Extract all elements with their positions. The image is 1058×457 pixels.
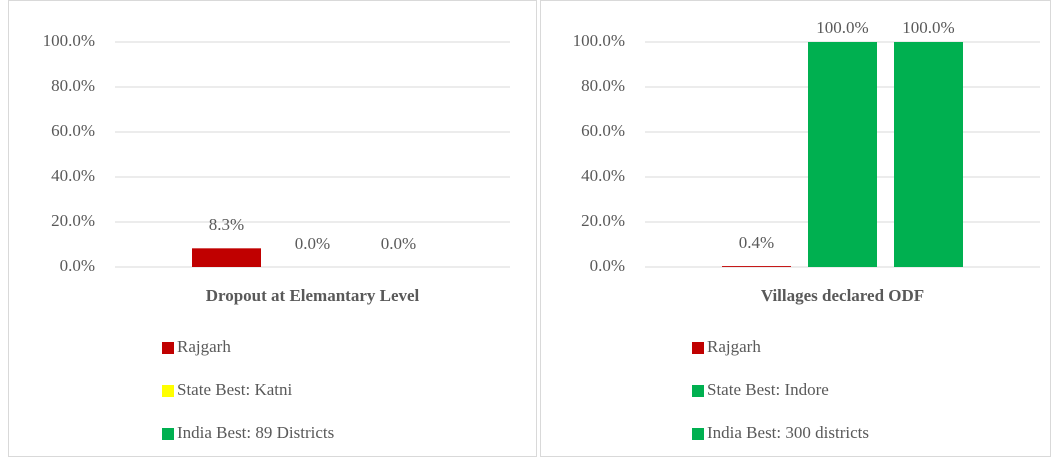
data-label: 8.3% <box>209 215 244 234</box>
bar <box>192 248 261 267</box>
legend-label: State Best: Indore <box>707 380 829 399</box>
bar <box>808 42 877 267</box>
y-tick-label: 0.0% <box>60 256 95 275</box>
y-tick-label: 40.0% <box>581 166 625 185</box>
legend-swatch <box>692 385 704 397</box>
legend-swatch <box>162 385 174 397</box>
y-tick-label: 100.0% <box>573 31 625 50</box>
legend-label: Rajgarh <box>177 337 231 356</box>
legend-swatch <box>692 342 704 354</box>
bar <box>894 42 963 267</box>
y-tick-label: 40.0% <box>51 166 95 185</box>
y-tick-label: 80.0% <box>51 76 95 95</box>
y-tick-label: 60.0% <box>581 121 625 140</box>
legend-swatch <box>162 342 174 354</box>
bar <box>722 266 791 267</box>
data-label: 0.0% <box>295 234 330 253</box>
legend-label: State Best: Katni <box>177 380 292 399</box>
legend-swatch <box>162 428 174 440</box>
legend-label: India Best: 300 districts <box>707 423 869 442</box>
data-label: 100.0% <box>902 18 954 37</box>
y-tick-label: 80.0% <box>581 76 625 95</box>
y-tick-label: 100.0% <box>43 31 95 50</box>
y-tick-label: 60.0% <box>51 121 95 140</box>
chart-title: Dropout at Elemantary Level <box>206 286 420 305</box>
data-label: 100.0% <box>816 18 868 37</box>
data-label: 0.4% <box>739 233 774 252</box>
chart-title: Villages declared ODF <box>761 286 924 305</box>
legend-label: Rajgarh <box>707 337 761 356</box>
legend-label: India Best: 89 Districts <box>177 423 334 442</box>
y-tick-label: 20.0% <box>581 211 625 230</box>
y-tick-label: 0.0% <box>590 256 625 275</box>
legend-swatch <box>692 428 704 440</box>
y-tick-label: 20.0% <box>51 211 95 230</box>
data-label: 0.0% <box>381 234 416 253</box>
